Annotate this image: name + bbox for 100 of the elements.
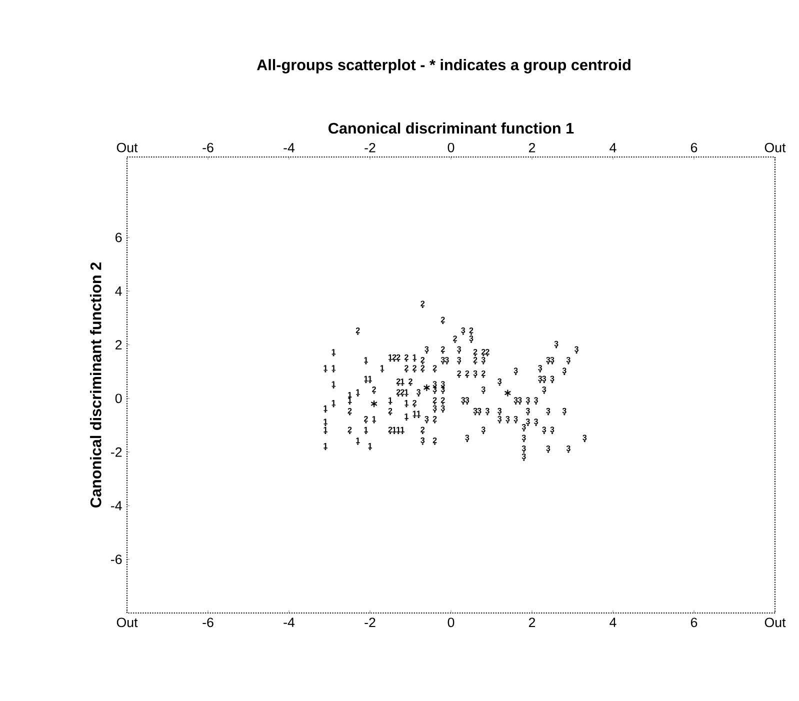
text: 2 bbox=[473, 357, 478, 363]
text: 3 bbox=[485, 408, 490, 414]
point bbox=[504, 389, 512, 397]
text: 3 bbox=[542, 386, 546, 392]
x-tick-label: Out bbox=[116, 618, 138, 628]
x2-tick-label: 2 bbox=[528, 142, 536, 152]
text: 3 bbox=[522, 445, 526, 452]
text: 2 bbox=[396, 389, 400, 395]
y-axis-title: Canonical discriminant function 2 bbox=[90, 262, 102, 508]
text: 2 bbox=[469, 328, 474, 334]
text: 3 bbox=[522, 424, 526, 430]
text: 2 bbox=[392, 354, 396, 360]
x-tick-label: -4 bbox=[284, 618, 295, 627]
text: 1 bbox=[364, 376, 368, 382]
text: 3 bbox=[538, 376, 542, 382]
text: 1 bbox=[324, 405, 328, 411]
text: 1 bbox=[364, 426, 368, 432]
text: 1 bbox=[372, 416, 376, 422]
text: 3 bbox=[440, 386, 445, 392]
text: 1 bbox=[332, 381, 336, 387]
text: 3 bbox=[534, 397, 538, 403]
text: 3 bbox=[498, 416, 502, 422]
text: 1 bbox=[356, 389, 360, 395]
text: 1 bbox=[368, 442, 372, 448]
text: 3 bbox=[457, 356, 462, 363]
text: 3 bbox=[562, 368, 566, 374]
text: 2 bbox=[396, 354, 400, 360]
text: 2 bbox=[420, 365, 425, 371]
text: 3 bbox=[538, 364, 542, 371]
text: 1 bbox=[388, 354, 392, 360]
text: 3 bbox=[514, 416, 518, 422]
text: 3 bbox=[424, 346, 429, 352]
text: 1 bbox=[368, 376, 372, 382]
y-tick-label: 0 bbox=[115, 394, 122, 404]
text: 1 bbox=[324, 365, 328, 371]
text: 3 bbox=[424, 416, 429, 422]
text: 2 bbox=[457, 370, 462, 376]
text: 2 bbox=[372, 386, 376, 392]
text: 3 bbox=[465, 434, 470, 440]
text: 1 bbox=[324, 426, 328, 432]
text: 2 bbox=[400, 389, 404, 395]
text: 3 bbox=[526, 397, 530, 403]
y-tick-label: -6 bbox=[111, 554, 122, 564]
text: 2 bbox=[348, 408, 352, 414]
x2-tick-label: -4 bbox=[284, 143, 295, 152]
x2-tick-label: Out bbox=[764, 142, 786, 152]
text: 1 bbox=[404, 389, 408, 395]
text: 3 bbox=[522, 434, 526, 440]
text: 1 bbox=[332, 400, 336, 406]
x2-tick-label: Out bbox=[116, 142, 138, 152]
text: 3 bbox=[457, 346, 462, 352]
text: 3 bbox=[481, 356, 486, 363]
text: 3 bbox=[473, 408, 478, 414]
text: 3 bbox=[562, 408, 566, 414]
text: 2 bbox=[481, 348, 486, 355]
text: 3 bbox=[506, 416, 510, 422]
text: 3 bbox=[514, 368, 518, 374]
text: 3 bbox=[546, 445, 550, 452]
text: 1 bbox=[324, 442, 328, 448]
text: 2 bbox=[465, 370, 470, 376]
point bbox=[423, 384, 430, 392]
text: 1 bbox=[380, 365, 384, 371]
text: 2 bbox=[432, 438, 437, 444]
text: 3 bbox=[522, 454, 526, 460]
text: 2 bbox=[388, 408, 392, 414]
text: 3 bbox=[440, 405, 445, 411]
text: 3 bbox=[546, 408, 550, 414]
text: 3 bbox=[526, 418, 530, 424]
series-label: 2 bbox=[473, 348, 478, 355]
text: 1 bbox=[324, 418, 328, 424]
text: 3 bbox=[566, 356, 570, 363]
text: 2 bbox=[396, 378, 400, 384]
y-tick-label: 4 bbox=[115, 286, 122, 296]
text: 3 bbox=[432, 381, 437, 387]
text: 3 bbox=[546, 356, 550, 363]
text: 1 bbox=[388, 397, 392, 403]
text: 3 bbox=[461, 327, 466, 334]
text: 3 bbox=[416, 389, 421, 395]
x-tick-label: Out bbox=[764, 618, 786, 628]
x2-tick-label: 4 bbox=[610, 143, 616, 152]
text: 2 bbox=[404, 365, 408, 371]
x-tick-label: -6 bbox=[202, 618, 214, 628]
x2-tick-label: -2 bbox=[364, 142, 376, 152]
x2-tick-label: 6 bbox=[690, 142, 698, 152]
text: 1 bbox=[392, 426, 396, 432]
text: 1 bbox=[396, 426, 400, 432]
text: 3 bbox=[444, 356, 449, 363]
text: 3 bbox=[542, 376, 546, 382]
text: 3 bbox=[582, 434, 587, 440]
text: 2 bbox=[485, 348, 490, 355]
x-tick-label: 6 bbox=[690, 618, 698, 628]
text: 2 bbox=[420, 357, 425, 363]
text: 3 bbox=[481, 426, 486, 432]
text: 3 bbox=[440, 381, 445, 387]
x-tick-label: 2 bbox=[528, 618, 536, 628]
text: 1 bbox=[404, 413, 408, 419]
text: 3 bbox=[566, 445, 570, 452]
text: 1 bbox=[332, 365, 336, 371]
y-tick-label: -2 bbox=[111, 447, 122, 457]
text: 3 bbox=[534, 418, 538, 424]
